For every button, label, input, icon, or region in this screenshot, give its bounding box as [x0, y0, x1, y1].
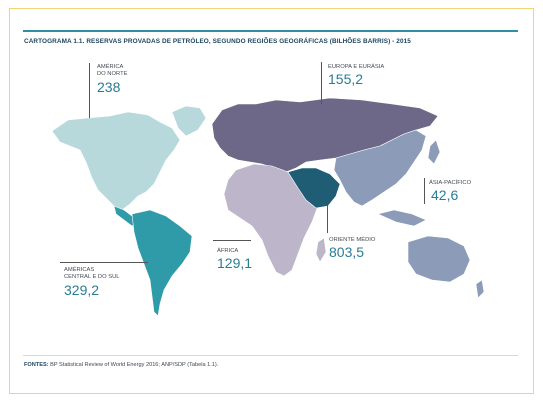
map-shape-asia-pacific: [333, 129, 427, 207]
value-north-america: 238: [97, 79, 121, 95]
leader-central-south-america: [60, 262, 148, 263]
map-shape-africa: [315, 237, 327, 263]
label-middle-east: ORIENTE MÉDIO: [329, 237, 376, 243]
leader-middle-east: [327, 205, 328, 233]
figure-title: CARTOGRAMA 1.1. RESERVAS PROVADAS DE PET…: [24, 38, 411, 45]
source-label: FONTES:: [24, 362, 49, 368]
map-shape-asia-pacific: [427, 139, 441, 165]
label-africa: ÁFRICA: [217, 248, 239, 254]
map-shape-north-america: [51, 111, 181, 211]
map-shape-asia-pacific: [407, 235, 471, 283]
map-shape-central-south-america: [131, 209, 193, 317]
map-shape-asia-pacific: [377, 209, 427, 227]
leader-north-america: [89, 63, 90, 118]
label-line: AMÉRICA: [97, 64, 124, 70]
leader-europe-eurasia: [321, 62, 322, 104]
map-shape-north-america: [171, 105, 207, 137]
region-north-america: [51, 105, 207, 211]
leader-africa: [213, 240, 251, 241]
label-line: AMÉRICAS: [64, 267, 95, 273]
label-europe-eurasia: EUROPA E EURÁSIA: [328, 64, 385, 70]
label-north-america: AMÉRICA DO NORTE: [97, 64, 128, 78]
title-rule: [23, 30, 518, 32]
label-line: DO NORTE: [97, 71, 128, 77]
value-europe-eurasia: 155,2: [328, 71, 364, 87]
leader-asia-pacific: [424, 178, 425, 204]
source-footer: FONTES: BP Statistical Review of World E…: [24, 362, 218, 368]
region-central-south-america: [113, 205, 193, 317]
map-shape-middle-east: [287, 167, 341, 209]
value-middle-east: 803,5: [329, 244, 365, 260]
label-central-south-america: AMÉRICAS CENTRAL E DO SUL: [64, 267, 120, 281]
map-shape-asia-pacific: [475, 279, 485, 299]
footer-rule: [23, 355, 518, 356]
value-africa: 129,1: [217, 255, 253, 271]
value-asia-pacific: 42,6: [431, 187, 459, 203]
label-line: CENTRAL E DO SUL: [64, 274, 120, 280]
region-middle-east: [287, 167, 341, 209]
source-text: BP Statistical Review of World Energy 20…: [48, 362, 219, 368]
label-asia-pacific: ÁSIA-PACÍFICO: [429, 180, 472, 186]
region-asia-pacific: [333, 129, 485, 299]
value-central-south-america: 329,2: [64, 282, 100, 298]
